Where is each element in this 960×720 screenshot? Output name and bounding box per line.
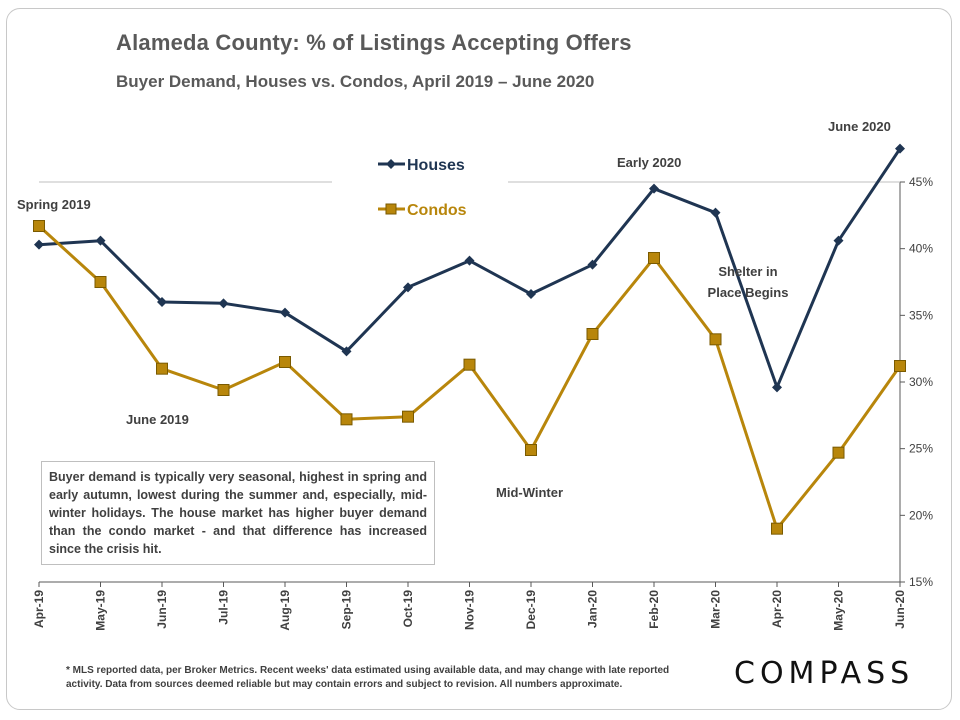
houses-point [403, 282, 413, 293]
condos-point [94, 276, 107, 288]
x-tick-label: Jun-19 [155, 590, 169, 629]
y-tick-label: 45% [909, 175, 933, 189]
footnote: * MLS reported data, per Broker Metrics.… [66, 665, 670, 690]
x-tick-label: Jun-20 [893, 590, 907, 629]
houses-point [464, 255, 475, 266]
houses-point [157, 297, 167, 307]
condos-point [709, 333, 722, 346]
x-tick-label: Dec-19 [524, 590, 538, 630]
y-tick-label: 30% [909, 375, 933, 389]
condos-point [217, 384, 230, 396]
houses-point [587, 259, 598, 270]
condos-point [832, 446, 845, 459]
compass-logo: COMPASS [734, 656, 915, 691]
annotation-shelter-line1: Shelter in [718, 264, 777, 279]
legend-condos-label: Condos [407, 202, 467, 219]
y-tick-label: 35% [909, 308, 933, 322]
annotation-early-2020: Early 2020 [617, 155, 681, 170]
x-tick-label: Oct-19 [401, 590, 415, 628]
houses-point [280, 307, 290, 318]
chart-frame [6, 8, 952, 710]
houses-point [34, 239, 44, 250]
y-tick-label: 25% [909, 442, 933, 456]
legend-condos-marker [385, 203, 397, 215]
x-tick-label: May-20 [832, 590, 846, 631]
x-tick-label: Aug-19 [278, 590, 292, 631]
condos-point [33, 220, 45, 232]
condos-point [525, 444, 537, 456]
houses-point [526, 289, 536, 299]
condos-point [648, 252, 660, 264]
legend-condos: Condos [378, 202, 467, 219]
houses-point [95, 235, 106, 246]
commentary-box: Buyer demand is typically very seasonal,… [41, 461, 435, 565]
houses-point [218, 298, 229, 309]
houses-point [895, 143, 905, 154]
legend: Houses Condos [378, 157, 467, 219]
houses-point [649, 183, 659, 194]
x-tick-label: Jan-20 [586, 590, 600, 628]
x-tick-label: May-19 [94, 590, 108, 631]
y-tick-label: 40% [909, 242, 933, 256]
houses-point [710, 207, 721, 218]
condos-point [156, 362, 168, 375]
annotation-june-2019: June 2019 [126, 412, 189, 427]
y-tick-label: 15% [909, 575, 933, 589]
condos-point [279, 356, 291, 368]
x-tick-label: Jul-19 [217, 590, 231, 625]
x-tick-label: Apr-19 [32, 590, 46, 628]
legend-houses-label: Houses [407, 157, 465, 174]
chart-subtitle: Buyer Demand, Houses vs. Condos, April 2… [116, 72, 595, 91]
condos-point [340, 413, 353, 426]
condos-point [894, 360, 906, 372]
annotation-shelter-line2: Place Begins [708, 285, 789, 300]
condos-point [586, 328, 599, 340]
x-tick-label: Mar-20 [709, 590, 723, 629]
chart-title: Alameda County: % of Listings Accepting … [116, 30, 632, 55]
y-tick-label: 20% [909, 508, 933, 522]
annotation-june-2020: June 2020 [828, 119, 891, 134]
legend-houses: Houses [378, 157, 465, 174]
x-tick-label: Feb-20 [647, 590, 661, 629]
houses-point [772, 382, 782, 393]
legend-houses-marker [386, 159, 396, 169]
houses-point [833, 235, 844, 246]
annotation-mid-winter: Mid-Winter [496, 485, 563, 500]
x-tick-label: Sep-19 [340, 590, 354, 630]
condos-point [402, 410, 414, 423]
condos-point [771, 522, 783, 535]
condos-point [463, 358, 476, 371]
x-tick-label: Apr-20 [770, 590, 784, 628]
annotation-spring-2019: Spring 2019 [17, 197, 91, 212]
x-tick-label: Nov-19 [463, 590, 477, 630]
houses-point [341, 346, 352, 357]
